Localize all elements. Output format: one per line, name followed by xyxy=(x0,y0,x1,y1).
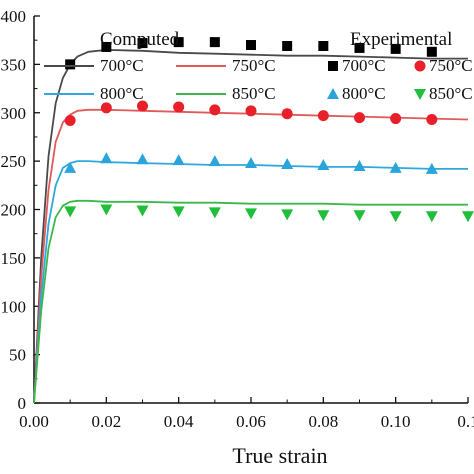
experimental-point-700 xyxy=(318,40,329,51)
experimental-series-markers xyxy=(64,37,474,223)
y-tick-label: 150 xyxy=(1,249,27,268)
experimental-point-700 xyxy=(390,43,401,54)
x-tick-label: 0.1 xyxy=(457,412,474,431)
experimental-point-800 xyxy=(281,158,294,170)
legend-experimental-label: 750°C xyxy=(429,56,473,75)
y-tick-label: 350 xyxy=(1,55,27,74)
experimental-point-700 xyxy=(426,46,437,57)
experimental-point-750 xyxy=(354,112,365,124)
experimental-point-750 xyxy=(245,105,257,117)
experimental-point-700 xyxy=(137,38,148,49)
experimental-point-750 xyxy=(426,114,438,126)
experimental-point-850 xyxy=(208,207,221,219)
experimental-point-750 xyxy=(173,101,185,113)
legend-computed-label: 850°C xyxy=(232,84,276,103)
experimental-point-800 xyxy=(208,155,221,167)
experimental-point-700 xyxy=(173,37,184,48)
x-tick-label: 0.04 xyxy=(164,412,194,431)
experimental-point-850 xyxy=(462,211,474,223)
legend-experimental-swatch xyxy=(328,61,338,71)
experimental-point-700 xyxy=(65,59,76,70)
y-tick-label: 400 xyxy=(1,7,27,26)
experimental-point-750 xyxy=(390,113,402,125)
experimental-point-800 xyxy=(353,159,366,171)
experimental-point-850 xyxy=(317,210,330,222)
computed-line-800 xyxy=(33,160,468,404)
legend-experimental-swatch xyxy=(327,88,339,99)
legend-experimental-label: 800°C xyxy=(342,84,386,103)
experimental-point-850 xyxy=(425,211,438,223)
experimental-point-750 xyxy=(64,114,76,126)
experimental-point-800 xyxy=(245,157,257,169)
x-axis-ticks: 0.00 0.02 0.04 0.06 0.08 0.10 0.1 xyxy=(19,397,474,431)
experimental-point-850 xyxy=(64,206,77,218)
x-tick-label: 0.06 xyxy=(236,412,266,431)
x-tick-label: 0.08 xyxy=(308,412,338,431)
y-tick-label: 200 xyxy=(1,201,27,220)
experimental-point-700 xyxy=(101,41,112,52)
experimental-point-800 xyxy=(136,153,149,165)
experimental-point-700 xyxy=(354,42,365,53)
x-axis-title: True strain xyxy=(232,443,327,468)
x-tick-label: 0.02 xyxy=(91,412,121,431)
experimental-point-700 xyxy=(282,40,293,51)
experimental-point-750 xyxy=(137,100,148,112)
experimental-point-750 xyxy=(317,110,329,122)
experimental-point-800 xyxy=(100,152,113,164)
experimental-point-800 xyxy=(172,154,185,166)
experimental-point-850 xyxy=(281,209,294,221)
experimental-point-850 xyxy=(245,208,257,220)
legend-computed-label: 750°C xyxy=(232,56,276,75)
legend-experimental-label: 700°C xyxy=(342,56,386,75)
y-tick-label: 300 xyxy=(1,104,27,123)
experimental-point-750 xyxy=(209,104,221,116)
legend-experimental-label: 850°C xyxy=(429,84,473,103)
experimental-point-850 xyxy=(136,205,149,217)
y-axis-ticks: 0 50 100 150 200 250 300 350 400 xyxy=(1,7,40,413)
experimental-point-850 xyxy=(172,206,185,218)
x-tick-label: 0.10 xyxy=(381,412,411,431)
legend-experimental-swatch xyxy=(414,60,426,72)
experimental-point-750 xyxy=(100,102,112,114)
y-tick-label: 0 xyxy=(18,394,27,413)
experimental-point-850 xyxy=(353,210,366,222)
experimental-point-800 xyxy=(317,158,330,170)
y-tick-label: 50 xyxy=(9,346,26,365)
legend: Computed Experimental 700°C 750°C 800°C 850… xyxy=(44,29,473,103)
computed-line-700 xyxy=(33,49,468,404)
computed-line-850 xyxy=(33,199,468,404)
experimental-point-800 xyxy=(425,162,438,174)
experimental-point-850 xyxy=(100,204,113,216)
experimental-point-800 xyxy=(64,161,77,173)
y-tick-label: 250 xyxy=(1,152,27,171)
experimental-point-700 xyxy=(209,37,220,48)
experimental-point-850 xyxy=(389,211,402,223)
experimental-point-700 xyxy=(246,40,256,51)
legend-experimental-heading: Experimental xyxy=(350,29,452,50)
experimental-point-800 xyxy=(389,161,402,173)
y-tick-label: 100 xyxy=(1,297,27,316)
legend-computed-label: 700°C xyxy=(100,56,144,75)
legend-computed-label: 800°C xyxy=(100,84,144,103)
computed-line-750 xyxy=(33,108,469,404)
x-tick-label: 0.00 xyxy=(19,412,49,431)
experimental-point-750 xyxy=(281,108,293,120)
legend-experimental-swatch xyxy=(414,89,426,100)
legend-computed-heading: Computed xyxy=(100,29,180,50)
